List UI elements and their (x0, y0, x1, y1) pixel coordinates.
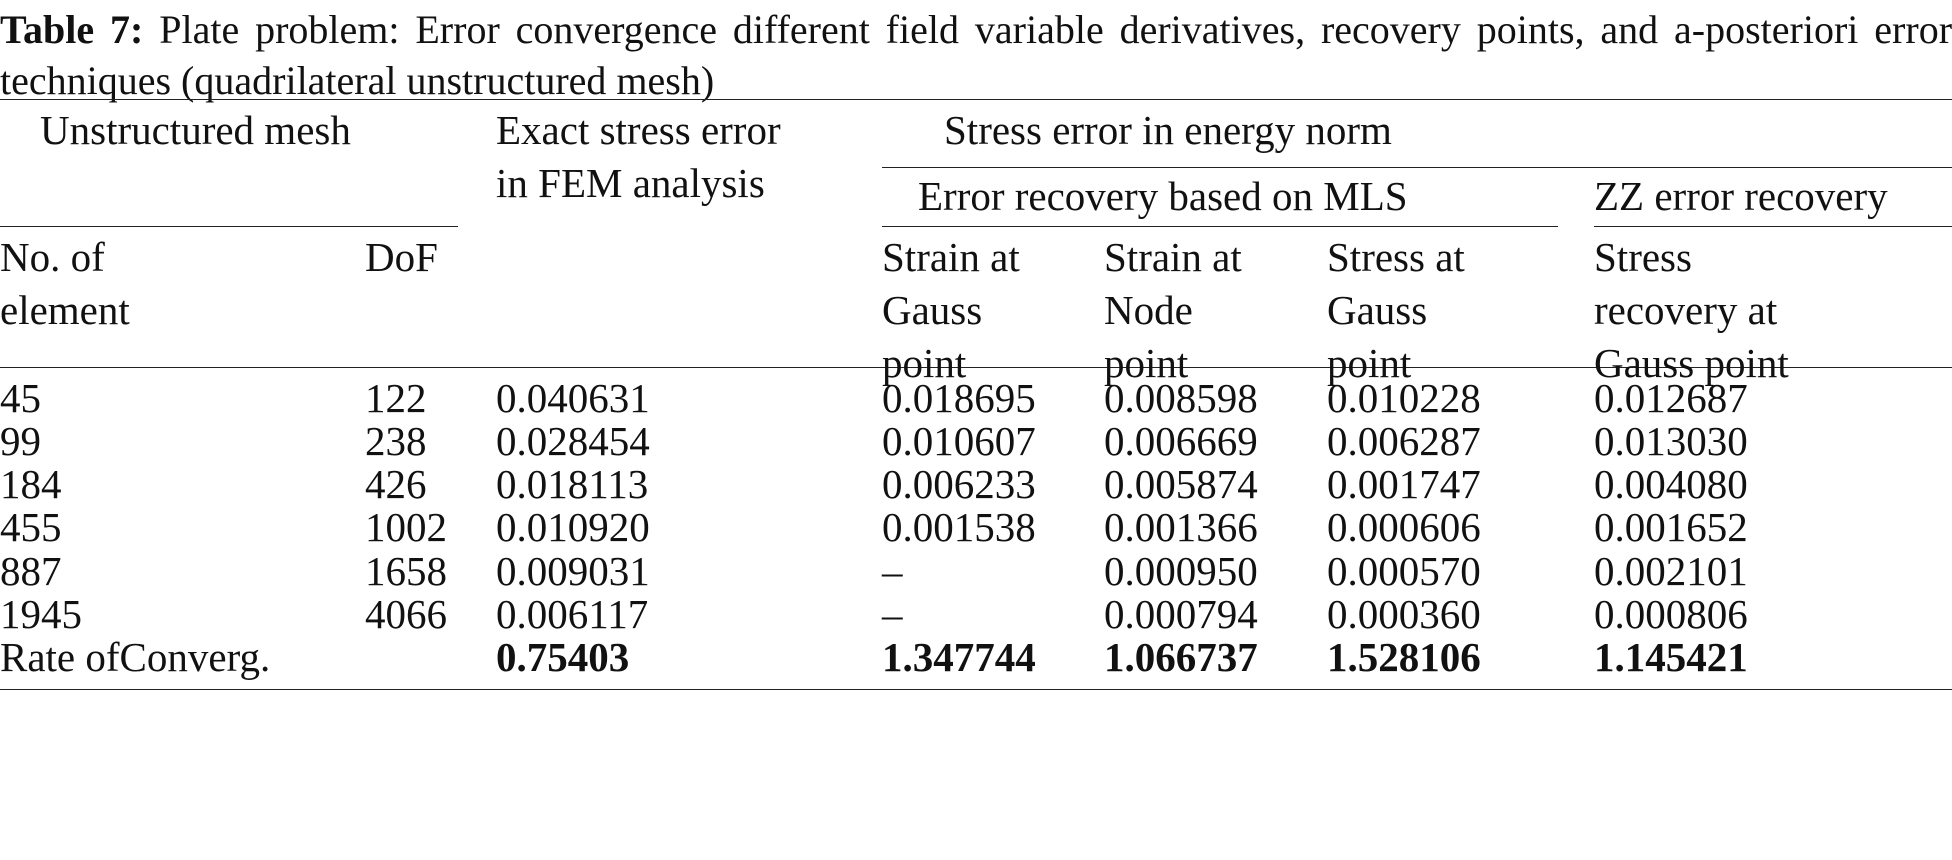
cell-strain-gauss: 0.001538 (882, 504, 1036, 550)
cell-zz-recovery: 0.004080 (1594, 461, 1748, 507)
header-unstructured-mesh: Unstructured mesh (40, 107, 351, 153)
cell-elements: 99 (0, 418, 41, 464)
cell-dof: 4066 (365, 591, 447, 637)
rate-strain-gauss: 1.347744 (882, 634, 1036, 680)
rate-strain-node: 1.066737 (1104, 634, 1258, 680)
cell-strain-gauss: – (882, 548, 903, 594)
cell-zz-recovery: 0.012687 (1594, 375, 1748, 421)
cell-strain-gauss: 0.006233 (882, 461, 1036, 507)
header-zz-stress-recovery: Stress recovery at Gauss point (1594, 234, 1789, 386)
cell-strain-node: 0.000950 (1104, 548, 1258, 594)
cell-exact-error: 0.010920 (496, 504, 650, 550)
cell-dof: 122 (365, 375, 427, 421)
cell-strain-node: 0.000794 (1104, 591, 1258, 637)
header-mls-recovery: Error recovery based on MLS (918, 173, 1408, 219)
cell-strain-node: 0.006669 (1104, 418, 1258, 464)
rate-stress-gauss: 1.528106 (1327, 634, 1481, 680)
caption-label: Table 7: (0, 7, 144, 52)
cell-elements: 184 (0, 461, 62, 507)
cell-exact-error: 0.018113 (496, 461, 649, 507)
cell-stress-gauss: 0.006287 (1327, 418, 1481, 464)
cell-dof: 1002 (365, 504, 447, 550)
header-exact-stress-error: Exact stress error in FEM analysis (496, 107, 781, 206)
energy-norm-rule (882, 167, 1952, 168)
header-no-of-element: No. of element (0, 234, 130, 333)
cell-stress-gauss: 0.010228 (1327, 375, 1481, 421)
cell-strain-node: 0.005874 (1104, 461, 1258, 507)
cell-strain-gauss: – (882, 591, 903, 637)
cell-stress-gauss: 0.001747 (1327, 461, 1481, 507)
mls-rule (882, 226, 1558, 227)
cell-zz-recovery: 0.001652 (1594, 504, 1748, 550)
cell-stress-gauss: 0.000570 (1327, 548, 1481, 594)
cell-exact-error: 0.040631 (496, 375, 650, 421)
caption-text: Plate problem: Error convergence differe… (0, 7, 1952, 103)
cell-dof: 1658 (365, 548, 447, 594)
header-strain-gauss: Strain at Gauss point (882, 234, 1020, 386)
cell-exact-error: 0.009031 (496, 548, 650, 594)
header-rule (0, 367, 1952, 368)
rate-label: Rate ofConverg. (0, 634, 271, 680)
table-caption: Table 7: Plate problem: Error convergenc… (0, 4, 1952, 106)
header-strain-node: Strain at Node point (1104, 234, 1242, 386)
header-dof: DoF (365, 234, 438, 280)
cell-dof: 426 (365, 461, 427, 507)
mesh-rule (0, 226, 458, 227)
rate-exact-error: 0.75403 (496, 634, 630, 680)
cell-strain-gauss: 0.010607 (882, 418, 1036, 464)
bottom-rule (0, 689, 1952, 690)
cell-elements: 455 (0, 504, 62, 550)
cell-stress-gauss: 0.000360 (1327, 591, 1481, 637)
zz-rule (1594, 226, 1952, 227)
cell-stress-gauss: 0.000606 (1327, 504, 1481, 550)
cell-strain-node: 0.008598 (1104, 375, 1258, 421)
header-energy-norm: Stress error in energy norm (944, 107, 1392, 153)
cell-strain-gauss: 0.018695 (882, 375, 1036, 421)
cell-strain-node: 0.001366 (1104, 504, 1258, 550)
cell-elements: 45 (0, 375, 41, 421)
cell-dof: 238 (365, 418, 427, 464)
cell-zz-recovery: 0.002101 (1594, 548, 1748, 594)
cell-elements: 1945 (0, 591, 82, 637)
cell-exact-error: 0.006117 (496, 591, 649, 637)
top-rule (0, 99, 1952, 100)
rate-zz-recovery: 1.145421 (1594, 634, 1748, 680)
cell-exact-error: 0.028454 (496, 418, 650, 464)
header-zz-recovery: ZZ error recovery (1594, 173, 1888, 219)
cell-zz-recovery: 0.000806 (1594, 591, 1748, 637)
cell-zz-recovery: 0.013030 (1594, 418, 1748, 464)
cell-elements: 887 (0, 548, 62, 594)
header-stress-gauss: Stress at Gauss point (1327, 234, 1465, 386)
